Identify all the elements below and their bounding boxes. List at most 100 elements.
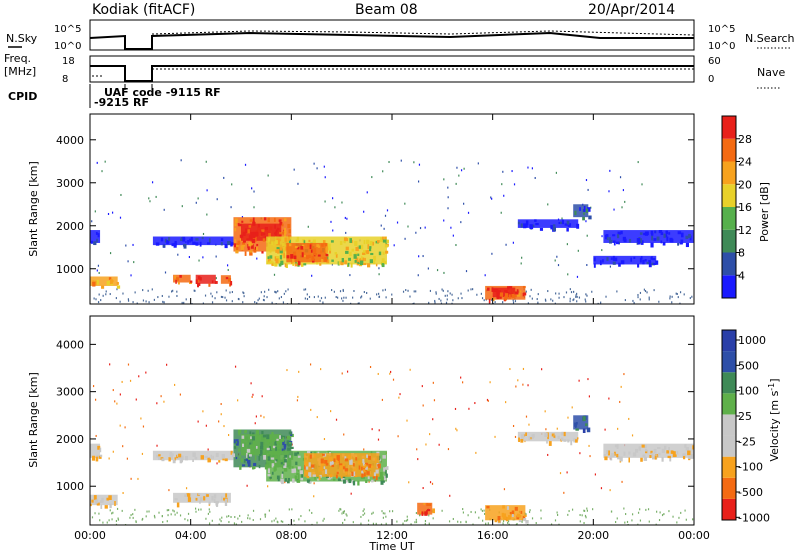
scatter-cell bbox=[179, 393, 181, 396]
scatter-cell bbox=[206, 189, 208, 192]
scatter-cell bbox=[142, 425, 145, 428]
scatter-cell bbox=[185, 298, 187, 301]
echo-cell bbox=[180, 238, 184, 241]
scatter-cell bbox=[428, 522, 430, 525]
echo-cell bbox=[685, 242, 690, 248]
echo-cell bbox=[670, 238, 674, 243]
scatter-cell bbox=[215, 255, 217, 258]
echo-cell bbox=[199, 277, 202, 281]
echo-cell bbox=[384, 466, 388, 470]
scatter-cell bbox=[220, 295, 223, 298]
scatter-cell bbox=[527, 166, 529, 169]
echo-cell bbox=[263, 217, 267, 221]
scatter-cell bbox=[432, 418, 434, 421]
scatter-cell bbox=[323, 165, 325, 168]
scatter-cell bbox=[111, 211, 114, 214]
scatter-cell bbox=[556, 255, 558, 258]
echo-cell bbox=[210, 454, 213, 459]
echo-cell bbox=[293, 255, 297, 260]
echo-cell bbox=[516, 513, 521, 518]
scatter-cell bbox=[609, 169, 611, 172]
scatter-cell bbox=[384, 288, 386, 291]
echo-cell bbox=[362, 250, 367, 256]
scatter-cell bbox=[616, 290, 618, 293]
echo-cell bbox=[521, 434, 525, 439]
echo-cell bbox=[343, 237, 348, 241]
scatter-cell bbox=[343, 433, 345, 436]
echo-cell bbox=[528, 436, 531, 440]
scatter-cell bbox=[170, 290, 173, 293]
scatter-cell bbox=[536, 298, 538, 301]
echo-cell bbox=[349, 251, 352, 256]
echo-cell bbox=[639, 238, 643, 244]
scatter-cell bbox=[104, 160, 106, 163]
echo-cell bbox=[267, 442, 270, 445]
echo-cell bbox=[263, 454, 267, 460]
scatter-cell bbox=[119, 393, 121, 396]
scatter-cell bbox=[349, 274, 351, 277]
echo-cell bbox=[192, 458, 194, 462]
echo-cell bbox=[230, 243, 233, 247]
scatter-cell bbox=[568, 510, 570, 513]
scatter-cell bbox=[550, 298, 552, 301]
echo-cell bbox=[607, 450, 611, 456]
scatter-cell bbox=[369, 297, 371, 300]
x-tick-label: 20:00 bbox=[577, 529, 609, 542]
echo-cell bbox=[282, 440, 285, 446]
echo-cell bbox=[288, 431, 292, 435]
scatter-cell bbox=[94, 512, 96, 515]
echo-cell bbox=[269, 476, 272, 479]
echo-cell bbox=[253, 220, 255, 226]
echo-cell bbox=[192, 241, 196, 245]
echo-cell bbox=[530, 225, 534, 230]
echo-cell bbox=[260, 232, 263, 236]
scatter-cell bbox=[571, 508, 574, 511]
scatter-cell bbox=[584, 514, 587, 517]
scatter-cell bbox=[132, 516, 134, 519]
echo-cell bbox=[92, 281, 96, 287]
echo-cell bbox=[275, 258, 279, 264]
scatter-cell bbox=[470, 288, 472, 291]
echo-cell bbox=[334, 456, 337, 460]
scatter-cell bbox=[418, 163, 421, 166]
scatter-cell bbox=[576, 300, 578, 303]
echo-cell bbox=[267, 452, 270, 457]
echo-cell bbox=[306, 475, 310, 479]
echo-cell bbox=[234, 218, 238, 223]
noise-panel bbox=[89, 19, 695, 51]
echo-cell bbox=[231, 453, 235, 458]
scatter-cell bbox=[108, 519, 110, 522]
scatter-cell bbox=[385, 522, 387, 525]
echo-cell bbox=[619, 456, 623, 462]
scatter-cell bbox=[583, 509, 585, 512]
echo-cell bbox=[653, 448, 657, 454]
echo-cell bbox=[338, 261, 341, 265]
echo-cell bbox=[384, 236, 387, 240]
scatter-cell bbox=[443, 178, 445, 181]
scatter-cell bbox=[337, 296, 339, 299]
echo-cell bbox=[255, 445, 258, 449]
scatter-cell bbox=[267, 485, 269, 488]
echo-cell bbox=[93, 495, 97, 500]
scatter-cell bbox=[512, 301, 515, 304]
echo-cell bbox=[101, 497, 104, 503]
echo-cell bbox=[424, 511, 428, 516]
scatter-cell bbox=[95, 434, 97, 437]
scatter-cell bbox=[639, 508, 641, 511]
echo-cell bbox=[280, 437, 285, 442]
echo-cell bbox=[255, 246, 258, 251]
scatter-cell bbox=[207, 512, 210, 515]
echo-cell bbox=[230, 280, 233, 286]
echo-cell bbox=[168, 457, 171, 462]
echo-cell bbox=[660, 240, 663, 244]
scatter-cell bbox=[435, 292, 437, 295]
scatter-cell bbox=[332, 197, 334, 200]
scatter-cell bbox=[382, 516, 384, 519]
scatter-cell bbox=[225, 289, 227, 292]
scatter-cell bbox=[419, 227, 422, 230]
echo-cell bbox=[680, 239, 684, 244]
scatter-cell bbox=[384, 512, 386, 515]
scatter-cell bbox=[206, 213, 208, 216]
colorbar-swatch bbox=[722, 393, 736, 415]
scatter-cell bbox=[515, 385, 517, 388]
